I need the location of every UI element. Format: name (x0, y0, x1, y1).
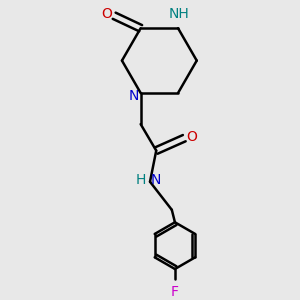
Text: N: N (129, 89, 140, 103)
Text: F: F (171, 285, 179, 299)
Text: H: H (136, 173, 146, 187)
Text: N: N (151, 173, 161, 187)
Text: O: O (186, 130, 197, 144)
Text: O: O (101, 7, 112, 21)
Text: NH: NH (169, 8, 190, 21)
